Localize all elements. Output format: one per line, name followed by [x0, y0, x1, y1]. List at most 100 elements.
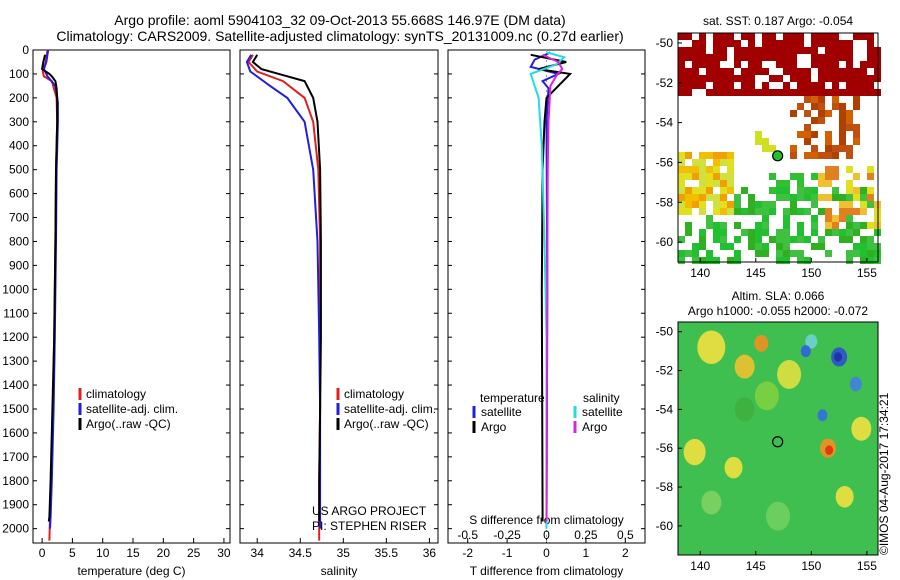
sst-cell	[860, 257, 867, 264]
sst-cell	[818, 103, 825, 110]
sst-cell	[811, 40, 818, 47]
sst-cell	[755, 47, 762, 54]
y-tick-label: 2000	[2, 522, 29, 536]
sla-blob	[734, 397, 755, 422]
sst-cell	[762, 47, 769, 54]
sst-cell	[797, 75, 804, 82]
sst-cell	[825, 145, 832, 152]
sst-cell	[713, 152, 720, 159]
sst-cell	[818, 75, 825, 82]
sst-cell	[860, 243, 867, 250]
sst-cell	[720, 152, 727, 159]
sst-cell	[825, 131, 832, 138]
sst-cell	[748, 82, 755, 89]
sst-cell	[867, 82, 874, 89]
sst-cell	[769, 54, 776, 61]
sst-cell	[797, 40, 804, 47]
legend-label-temperature: climatology	[86, 387, 146, 401]
sst-cell	[685, 173, 692, 180]
sst-cell	[713, 236, 720, 243]
x-tick-label-salinity: 35	[337, 546, 351, 560]
sst-cell	[853, 243, 860, 250]
sst-cell	[846, 222, 853, 229]
sst-cell	[846, 89, 853, 96]
sst-cell	[699, 243, 706, 250]
sla-blob	[849, 376, 862, 392]
sst-cell	[727, 40, 734, 47]
sst-cell	[797, 187, 804, 194]
y-tick-label: 0	[22, 43, 29, 57]
sst-cell	[825, 110, 832, 117]
sst-cell	[692, 201, 699, 208]
x-tick-label-salinity-diff: -0.25	[493, 528, 521, 542]
sst-cell	[867, 166, 874, 173]
sst-cell	[692, 82, 699, 89]
sst-cell	[727, 166, 734, 173]
sst-cell	[713, 194, 720, 201]
sst-cell	[839, 229, 846, 236]
x-tick-label-difference: -2	[462, 546, 473, 560]
sst-cell	[839, 145, 846, 152]
sst-cell	[797, 236, 804, 243]
sst-cell	[839, 89, 846, 96]
sst-cell	[755, 208, 762, 215]
sst-cell	[720, 201, 727, 208]
sst-cell	[783, 250, 790, 257]
sst-cell	[776, 54, 783, 61]
sst-cell	[699, 236, 706, 243]
float-position-marker	[772, 150, 784, 162]
sst-cell	[755, 243, 762, 250]
sst-cell	[818, 173, 825, 180]
sst-cell	[706, 257, 713, 264]
sst-cell	[818, 68, 825, 75]
sst-cell	[776, 180, 783, 187]
sst-cell	[713, 159, 720, 166]
y-tick-label: 1000	[2, 282, 29, 296]
sst-cell	[797, 68, 804, 75]
sst-cell	[769, 187, 776, 194]
series-line-salinity	[247, 54, 322, 541]
x-tick-label-temperature: 25	[187, 546, 201, 560]
sst-cell	[713, 75, 720, 82]
sst-cell	[706, 75, 713, 82]
sst-cell	[846, 145, 853, 152]
sst-cell	[755, 68, 762, 75]
sst-cell	[797, 47, 804, 54]
sst-cell	[860, 250, 867, 257]
sst-cell	[727, 243, 734, 250]
sst-cell	[734, 89, 741, 96]
y-tick-label: 600	[9, 187, 29, 201]
sst-cell	[818, 54, 825, 61]
sst-cell	[797, 173, 804, 180]
sst-cell	[706, 152, 713, 159]
sst-cell	[699, 61, 706, 68]
sst-cell	[811, 89, 818, 96]
sst-cell	[762, 208, 769, 215]
sst-cell	[790, 236, 797, 243]
x-tick-label-difference: 0	[543, 546, 550, 560]
sst-cell	[720, 187, 727, 194]
sst-cell	[867, 243, 874, 250]
sst-cell	[811, 145, 818, 152]
sst-cell	[783, 180, 790, 187]
sst-cell	[699, 257, 706, 264]
sst-cell	[692, 61, 699, 68]
sst-cell	[748, 194, 755, 201]
sst-cell	[720, 222, 727, 229]
sst-cell	[783, 40, 790, 47]
sst-cell	[783, 54, 790, 61]
sst-cell	[846, 250, 853, 257]
sst-cell	[867, 222, 874, 229]
sst-cell	[832, 82, 839, 89]
sst-cell	[811, 152, 818, 159]
sst-cell	[748, 243, 755, 250]
sst-cell	[797, 131, 804, 138]
sst-cell	[790, 201, 797, 208]
sst-cell	[706, 173, 713, 180]
sst-cell	[734, 54, 741, 61]
sst-cell	[755, 222, 762, 229]
sst-cell	[699, 229, 706, 236]
sst-cell	[867, 75, 874, 82]
sst-cell	[692, 159, 699, 166]
sst-cell	[846, 229, 853, 236]
